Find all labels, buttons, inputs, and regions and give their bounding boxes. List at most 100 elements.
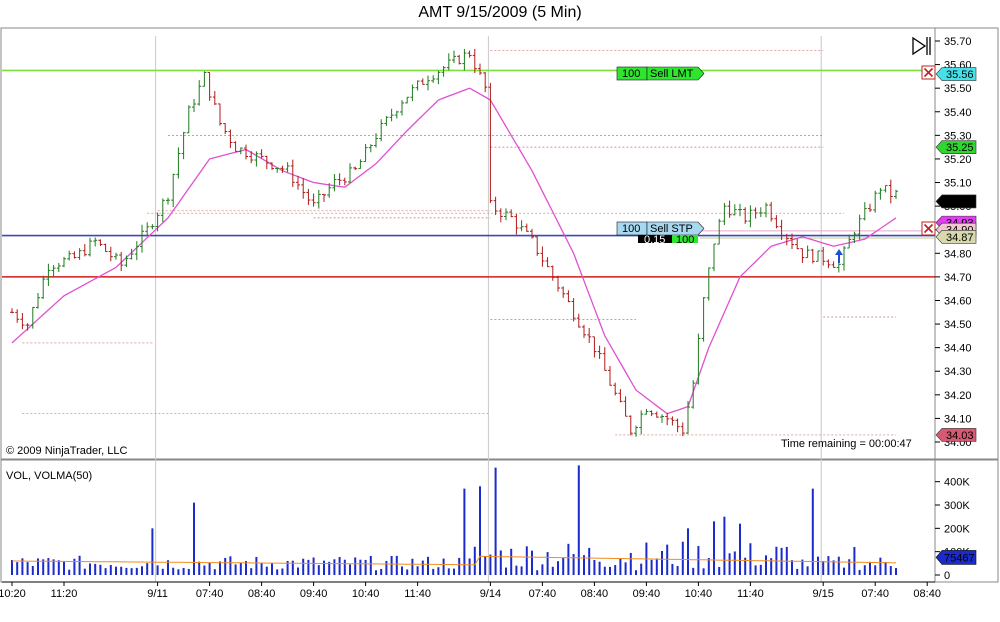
go-to-end-button[interactable] [912, 36, 931, 56]
sell-stop-order[interactable]: 100 Sell STP [616, 221, 705, 236]
ohlc-bar [634, 425, 638, 437]
ohlc-bar [426, 75, 430, 91]
ohlc-bar [264, 155, 269, 170]
ohlc-bar [207, 71, 212, 101]
ohlc-bar [20, 312, 25, 330]
ohlc-bar [597, 345, 602, 359]
ohlc-bar [722, 203, 727, 226]
ohlc-bar [301, 178, 306, 199]
ohlc-bar [488, 82, 493, 204]
price-label-box [935, 67, 977, 81]
ohlc-bar [436, 70, 441, 85]
buy-arrow-icon [835, 249, 843, 263]
ohlc-bar [675, 418, 680, 433]
ohlc-bar [644, 408, 649, 415]
ohlc-bar [322, 193, 326, 202]
ohlc-bar [77, 248, 82, 260]
ohlc-bar [613, 382, 618, 396]
ohlc-bar [472, 48, 477, 73]
ohlc-bar [514, 213, 519, 235]
ohlc-bar [852, 231, 857, 244]
price-tick-label: 35.20 [944, 154, 972, 166]
close-order-button-limit[interactable] [921, 65, 936, 80]
ohlc-bar [608, 366, 612, 386]
sell-stop-label-box[interactable] [646, 221, 705, 236]
ohlc-bar [888, 179, 893, 204]
price-tick-label: 35.70 [944, 36, 972, 48]
ohlc-bar [639, 410, 644, 435]
ohlc-bar [753, 207, 758, 219]
price-label-value: 35.02 [946, 196, 974, 208]
ohlc-bar [36, 292, 40, 309]
close-order-button-stop[interactable] [921, 221, 936, 236]
ohlc-bar [400, 100, 404, 116]
ohlc-bar [67, 250, 72, 261]
ohlc-bar [696, 333, 701, 385]
ohlc-bar [238, 147, 243, 155]
ohlc-bar [701, 297, 706, 342]
time-tick-label: 07:40 [196, 588, 224, 600]
ohlc-bar [108, 246, 113, 262]
price-label-value: 35.25 [946, 142, 974, 154]
ohlc-bar [410, 84, 415, 102]
position-marker[interactable]: 0.15 100 [638, 234, 698, 246]
ohlc-bar [462, 48, 467, 71]
close-stop-icon [923, 223, 934, 234]
ohlc-bar [883, 184, 888, 193]
volume-current-tag: 75467 [935, 550, 977, 565]
time-tick-label: 9/14 [480, 588, 501, 600]
ohlc-bar [51, 265, 56, 278]
sell-limit-order[interactable]: 100 Sell LMT [616, 66, 705, 81]
ohlc-bar [452, 50, 456, 63]
ohlc-bar [691, 380, 696, 409]
ohlc-bar [192, 99, 196, 113]
ohlc-bar [847, 234, 852, 249]
ohlc-bar [348, 163, 352, 184]
ohlc-bar [384, 116, 389, 126]
ohlc-bar [519, 220, 524, 232]
ohlc-bar [160, 198, 165, 223]
ohlc-bar [779, 219, 784, 240]
ohlc-bar [509, 209, 514, 218]
sell-stop-qty: 100 [622, 223, 640, 235]
ohlc-bar [342, 177, 347, 186]
price-panel [0, 27, 999, 460]
ohlc-bar [628, 415, 633, 436]
ohlc-bar [176, 147, 181, 179]
time-remaining: Time remaining = 00:00:47 [781, 438, 912, 450]
position-pnl: 0.15 [644, 234, 665, 246]
time-tick-label: 09:40 [300, 588, 328, 600]
ohlc-bar [545, 257, 550, 268]
position-qty: 100 [676, 234, 694, 246]
ohlc-bar [623, 396, 628, 417]
ohlc-bar [10, 308, 14, 314]
ohlc-bar [810, 248, 815, 264]
ohlc-bar [561, 286, 566, 298]
ohlc-bar [332, 174, 337, 192]
ohlc-bar [446, 53, 451, 71]
ohlc-bar [431, 75, 436, 83]
position-pnl-box [638, 235, 672, 243]
ohlc-bar [30, 306, 35, 329]
ohlc-bar [72, 251, 77, 259]
price-label-value: 35.56 [946, 69, 974, 81]
ohlc-bar [415, 80, 420, 91]
ohlc-bar [743, 207, 748, 224]
ohlc-bar [857, 214, 862, 240]
ohlc-bar [374, 133, 378, 148]
ohlc-bar [363, 143, 368, 163]
volume-current-value: 75467 [944, 552, 975, 564]
sell-limit-label-box[interactable] [646, 66, 705, 81]
price-label-tag: 34.87 [935, 229, 977, 244]
ohlc-bar [602, 347, 607, 371]
ohlc-bar [280, 165, 285, 173]
ohlc-bar [784, 233, 789, 246]
ohlc-bar [368, 144, 373, 153]
ohlc-bar [202, 71, 207, 87]
ohlc-bar [311, 193, 316, 207]
time-tick-label: 08:40 [248, 588, 276, 600]
ohlc-bar [358, 159, 363, 170]
ohlc-bar [483, 72, 488, 93]
